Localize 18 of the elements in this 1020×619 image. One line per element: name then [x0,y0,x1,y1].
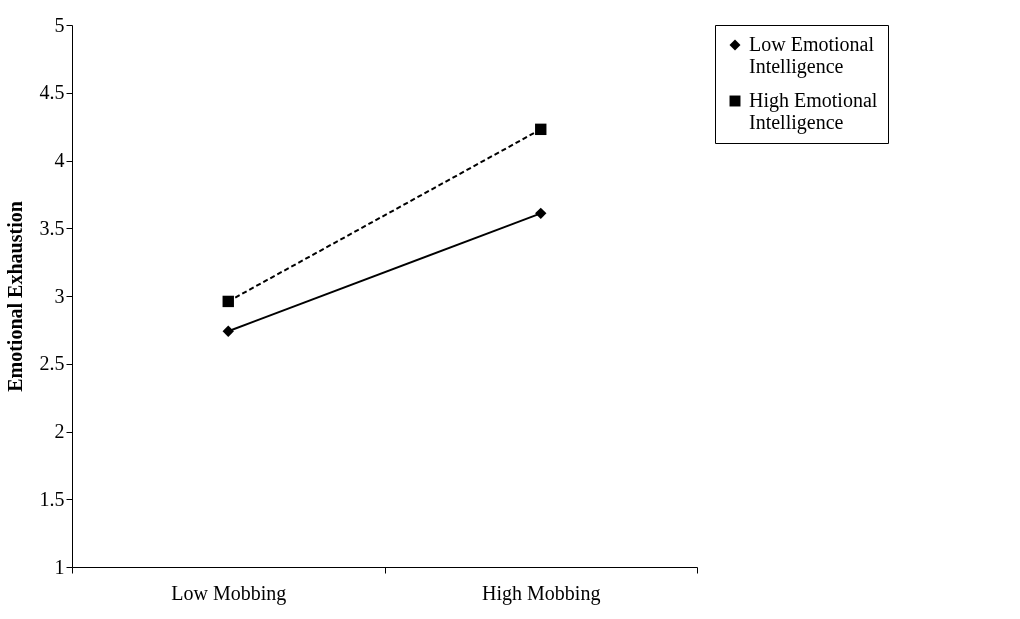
x-tick-label: Low Mobbing [171,581,287,605]
y-tick-label: 2.5 [39,352,65,375]
point [535,123,547,136]
point [222,325,234,337]
legend-label: Low Emotional Intelligence [749,33,875,78]
legend-label: High Emotional Intelligence [749,89,878,134]
y-tick-label: 4 [54,149,65,171]
y-tick-label: 1 [54,555,65,578]
y-tick-label: 1.5 [39,487,65,510]
y-axis-title: Emotional Exhaustion [3,201,26,392]
y-tick-label: 4.5 [39,81,65,104]
point [535,207,547,220]
x-tick-label: High Mobbing [482,581,601,605]
y-tick-label: 2 [54,420,65,442]
y-tick-label: 5 [54,13,65,36]
y-tick-label: 3 [54,284,65,307]
y-tick-label: 3.5 [39,216,65,239]
point [222,295,234,308]
